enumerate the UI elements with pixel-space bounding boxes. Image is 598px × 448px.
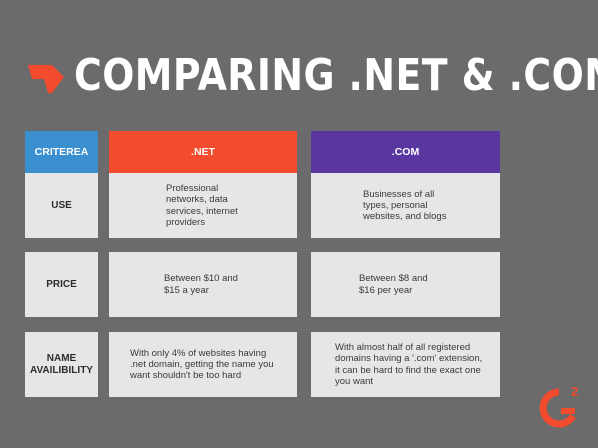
header-net: .NET xyxy=(109,131,297,173)
brand-mark-icon xyxy=(28,65,64,93)
row-label-name-availibility: NAME AVAILIBILITY xyxy=(25,332,98,397)
g2-superscript: 2 xyxy=(571,384,578,399)
cell-price-net: Between $10 and $15 a year xyxy=(109,252,297,317)
g2-logo-icon: 2 xyxy=(539,384,578,428)
header-criterea: CRITEREA xyxy=(25,131,98,173)
row-label-price: PRICE xyxy=(25,252,98,317)
cell-text: Professional networks, data services, in… xyxy=(166,183,238,228)
row-label-text: PRICE xyxy=(46,278,77,290)
page-title: COMPARING .NET & .COM xyxy=(74,49,598,101)
cell-text: With almost half of all registered domai… xyxy=(335,342,483,387)
cell-text: With only 4% of websites having .net dom… xyxy=(130,347,274,382)
cell-text: Between $10 and $15 a year xyxy=(164,273,238,296)
cell-text: Businesses of all types, personal websit… xyxy=(363,188,447,223)
row-label-use: USE xyxy=(25,173,98,238)
row-label-text: NAME AVAILIBILITY xyxy=(30,352,93,376)
header-com-label: .COM xyxy=(391,145,420,158)
cell-use-com: Businesses of all types, personal websit… xyxy=(311,173,500,238)
row-label-text: USE xyxy=(51,199,72,211)
cell-price-com: Between $8 and $16 per year xyxy=(311,252,500,317)
cell-text: Between $8 and $16 per year xyxy=(359,273,428,296)
cell-name-net: With only 4% of websites having .net dom… xyxy=(109,332,297,397)
header-com: .COM xyxy=(311,131,500,173)
title-row: COMPARING .NET & .COM xyxy=(22,46,598,104)
cell-use-net: Professional networks, data services, in… xyxy=(109,173,297,238)
header-net-label: .NET xyxy=(191,145,215,158)
cell-name-com: With almost half of all registered domai… xyxy=(311,332,500,397)
header-criterea-label: CRITEREA xyxy=(34,145,89,158)
